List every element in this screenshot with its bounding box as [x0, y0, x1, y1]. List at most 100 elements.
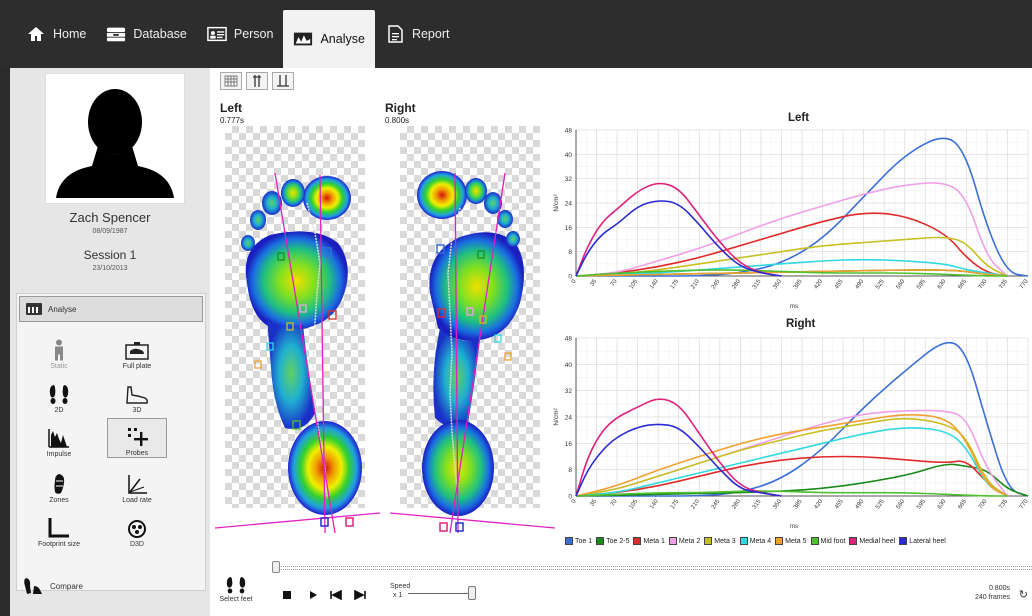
select-feet-button[interactable]: Select feet	[216, 576, 256, 603]
legend-swatch	[739, 537, 748, 545]
tool-static[interactable]: Static	[29, 330, 89, 370]
tool-zones[interactable]: Zones	[29, 464, 89, 504]
tool-probes[interactable]: Probes	[107, 418, 167, 458]
legend-item: Medial heel	[849, 537, 895, 545]
x-tick-label: 0	[571, 278, 578, 285]
series-line-meta-1	[575, 212, 1008, 277]
probe-right-toe-2-5	[477, 250, 485, 259]
legend-swatch	[704, 537, 713, 545]
x-tick-label: 315	[752, 498, 763, 510]
shoe-3d-icon	[126, 386, 148, 404]
x-tick-label: 630	[937, 498, 948, 510]
x-tick-label: 0	[571, 498, 578, 505]
left-foot-axis	[274, 172, 336, 533]
tool-3d[interactable]: 3D	[107, 374, 167, 414]
tab-person[interactable]: Person	[197, 0, 284, 68]
tab-analyse-label: Analyse	[320, 32, 365, 46]
legend-swatch	[565, 537, 573, 545]
baseline-view-button[interactable]	[272, 72, 294, 90]
x-tick-label: 140	[649, 498, 660, 510]
stop-button[interactable]	[282, 590, 292, 600]
static-icon	[55, 339, 63, 361]
load-rate-icon	[128, 475, 147, 494]
y-tick-label: 8	[568, 249, 572, 256]
tool-load-rate[interactable]: Load rate	[107, 464, 167, 504]
x-tick-label: 175	[670, 498, 681, 510]
x-tick-label: 700	[978, 498, 989, 510]
x-tick-label: 315	[752, 278, 763, 290]
legend-label: Meta 1	[643, 537, 665, 545]
play-icon	[310, 591, 317, 599]
x-tick-label: 595	[916, 498, 927, 510]
x-tick-label: 665	[957, 278, 968, 290]
left-midfoot-region	[267, 318, 315, 429]
legend-swatch	[668, 537, 677, 545]
tool-probes-label: Probes	[125, 450, 149, 457]
right-foot-axis	[449, 172, 506, 533]
play-button[interactable]	[308, 590, 318, 600]
step-forward-button[interactable]	[354, 590, 366, 600]
legend-swatch	[596, 537, 605, 545]
tab-report-label: Report	[411, 27, 450, 41]
y-tick-label: 24	[565, 201, 573, 208]
database-icon	[107, 27, 126, 42]
y-axis-label: N/cm²	[553, 194, 560, 212]
speed-label: Speed x 1	[390, 582, 410, 600]
tool-2d[interactable]: 2D	[29, 374, 89, 414]
x-tick-label: 35	[589, 278, 598, 287]
series-line-toe-1	[575, 137, 1029, 277]
time-readout: 0.800s 240 frames	[975, 584, 1010, 602]
foot-axis-view-button[interactable]	[246, 72, 268, 90]
x-tick-label: 770	[1019, 278, 1030, 290]
tool-full-plate[interactable]: Full plate	[107, 330, 167, 370]
left-toe-2	[281, 179, 305, 207]
right-toe-2	[465, 178, 487, 204]
tab-report[interactable]: Report	[375, 0, 460, 68]
tab-person-label: Person	[233, 27, 274, 41]
x-tick-label: 245	[711, 498, 722, 510]
speed-slider-handle[interactable]	[468, 586, 476, 600]
probe-right-toe-1	[436, 244, 445, 254]
tab-database[interactable]: Database	[96, 0, 197, 68]
series-line-meta-2	[575, 182, 1009, 277]
probe-left-toe-2-5	[277, 252, 285, 261]
x-tick-label: 560	[896, 278, 907, 290]
footprint-size-icon	[48, 518, 69, 538]
x-tick-label: 700	[978, 278, 989, 290]
series-line-meta-4	[575, 427, 1008, 497]
legend-item: Meta 2	[668, 537, 700, 545]
series-line-meta-1	[575, 455, 1008, 497]
tool-load-rate-label: Load rate	[122, 497, 152, 504]
tool-3d-label: 3D	[132, 407, 142, 414]
compare-button[interactable]: Compare	[22, 576, 83, 596]
tool-zones-label: Zones	[49, 497, 69, 504]
tool-footprint-size[interactable]: Footprint size	[29, 508, 89, 548]
probe-left-meta-3	[286, 322, 294, 331]
x-tick-label: 280	[731, 498, 742, 510]
series-line-meta-3	[575, 417, 1008, 497]
tab-analyse[interactable]: Analyse	[283, 10, 375, 68]
right-pressure-chart[interactable]: 0 8 16 24 32 40 48 0 35 70 105 140 175 210 245 280 315 35…	[550, 332, 1032, 532]
report-icon	[388, 25, 403, 43]
timeline-track[interactable]	[275, 566, 1032, 570]
right-foot-time: 0.800s	[385, 116, 410, 125]
speed-slider-track[interactable]	[408, 593, 468, 594]
tool-impulse[interactable]: Impulse	[29, 418, 89, 458]
left-cop-trace	[306, 202, 328, 499]
module-header[interactable]: Analyse	[19, 296, 203, 322]
timeline-handle[interactable]	[272, 561, 280, 573]
tab-home[interactable]: Home	[16, 0, 96, 68]
probe-right-meta-4	[494, 334, 502, 343]
left-pressure-chart[interactable]: 0 8 16 24 32 40 48 0 35 70 105 140 175 210 245 280 315 35…	[550, 124, 1032, 312]
series-line-meta-4	[575, 258, 1008, 277]
probe-left-meta-4	[266, 342, 274, 351]
refresh-icon[interactable]: ↻	[1018, 589, 1028, 601]
tool-d3d[interactable]: D3D	[107, 508, 167, 548]
series-line-mid-foot	[575, 490, 1008, 497]
left-forefoot-region	[245, 231, 348, 331]
probe-left-medial-heel	[345, 517, 354, 527]
right-foot-overlay	[390, 171, 555, 533]
grid-view-button[interactable]	[220, 72, 242, 90]
step-back-button[interactable]	[330, 590, 342, 600]
legend-item: Meta 4	[739, 537, 771, 545]
